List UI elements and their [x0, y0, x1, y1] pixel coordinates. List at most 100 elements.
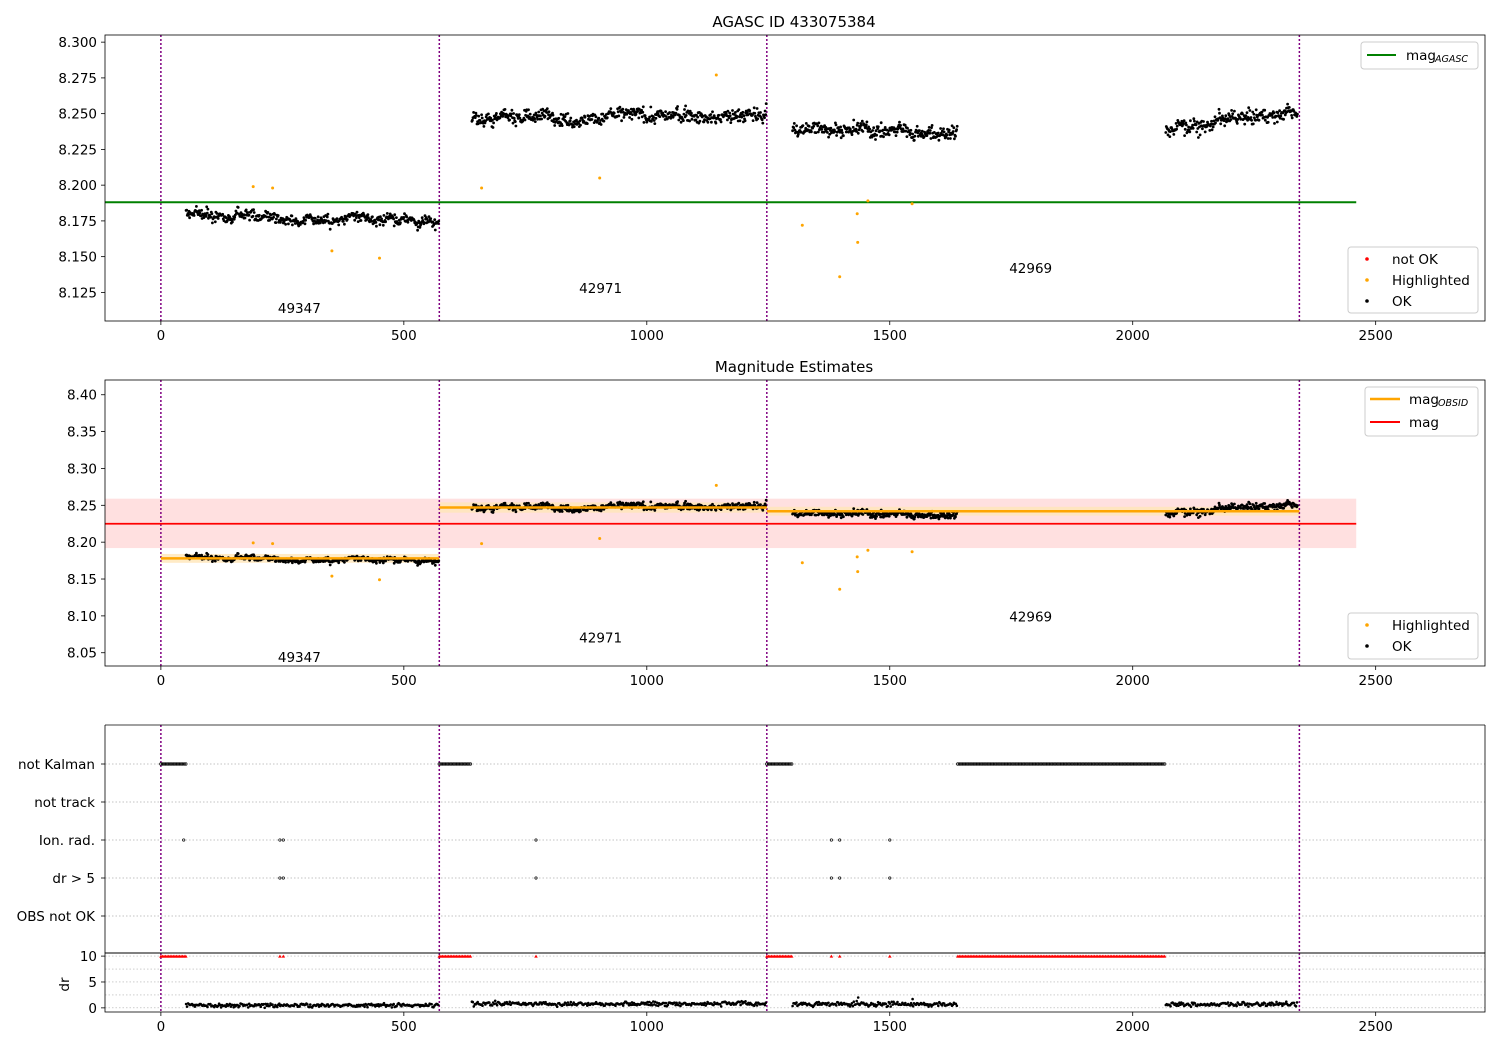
flag-marker	[974, 762, 979, 766]
dr-point	[744, 1000, 747, 1003]
ok-point	[913, 134, 917, 138]
highlighted-point	[330, 574, 334, 578]
ok-point	[640, 115, 644, 119]
ok-point	[1236, 118, 1240, 121]
dr-point	[392, 1002, 396, 1006]
ok-point	[856, 121, 860, 125]
flag-marker	[165, 762, 169, 766]
ok-point	[205, 211, 209, 215]
ok-point	[381, 223, 385, 227]
flag-marker	[464, 762, 468, 766]
ok-point	[726, 109, 730, 113]
ok-point	[804, 122, 808, 125]
flag-marker	[171, 762, 175, 766]
x-tick-label: 1500	[873, 673, 907, 689]
flag-marker	[1019, 762, 1024, 766]
ok-point	[1263, 108, 1267, 112]
highlighted-point	[378, 256, 381, 260]
dr-point	[942, 1002, 946, 1005]
flag-marker	[1012, 762, 1016, 766]
flag-marker	[1060, 762, 1064, 766]
highlighted-point	[838, 275, 842, 279]
dr-point	[815, 1001, 819, 1004]
dr-point	[889, 1005, 892, 1008]
ok-point	[912, 138, 916, 142]
ok-point	[425, 217, 429, 221]
plot-background	[105, 35, 1485, 321]
flag-marker	[1026, 762, 1030, 766]
flag-marker	[768, 762, 772, 766]
ok-point	[257, 213, 261, 217]
flag-marker	[981, 762, 985, 766]
ok-point	[543, 114, 547, 118]
ok-point	[226, 218, 230, 221]
ok-point	[551, 113, 555, 117]
ok-point	[1198, 133, 1202, 137]
ok-point	[710, 120, 713, 124]
ok-point	[287, 222, 290, 226]
ok-point	[1286, 102, 1289, 106]
ok-point	[682, 119, 685, 122]
ok-point	[335, 217, 339, 221]
ok-point	[236, 552, 240, 555]
ok-point	[547, 503, 551, 506]
flag-marker	[1024, 762, 1028, 766]
flag-marker	[838, 876, 842, 880]
ok-point	[355, 216, 358, 220]
ok-point	[359, 219, 363, 222]
flag-marker	[1142, 762, 1147, 766]
ok-point	[703, 118, 706, 121]
flag-marker	[765, 762, 769, 766]
ok-point	[714, 121, 718, 125]
obsid-label: 42969	[1009, 261, 1052, 277]
ok-point	[698, 119, 702, 123]
ok-point	[899, 124, 902, 127]
ok-point	[328, 227, 332, 231]
flag-marker	[1041, 762, 1045, 766]
ok-point	[887, 133, 891, 137]
ok-point	[559, 112, 563, 116]
ok-point	[210, 212, 214, 216]
ok-point	[731, 109, 734, 112]
flag-marker	[451, 762, 455, 766]
flags-panel: not Kalman not track Ion. rad. dr > 5 OBS no…	[17, 724, 1486, 953]
dr-point	[1189, 1005, 1193, 1009]
ok-point	[867, 125, 870, 129]
ok-point	[185, 208, 189, 212]
ok-point	[601, 112, 605, 116]
y-tick-label: 8.15	[67, 572, 97, 588]
ok-point	[1290, 116, 1294, 120]
ok-point	[658, 115, 662, 118]
flag-marker	[1089, 762, 1094, 766]
flag-marker	[1147, 762, 1151, 766]
ok-point	[764, 113, 768, 117]
ok-point	[533, 117, 537, 121]
dr-point	[891, 1003, 894, 1006]
capped-marker	[837, 954, 842, 958]
ok-point	[763, 109, 767, 113]
dr-point	[224, 1005, 228, 1008]
flag-marker	[959, 762, 963, 766]
ok-point	[512, 112, 515, 115]
ok-point	[799, 130, 803, 134]
ok-point	[511, 121, 515, 125]
x-tick-label: 1500	[873, 1019, 907, 1035]
flag-marker	[970, 762, 974, 766]
flag-marker	[168, 762, 172, 766]
ok-point	[913, 515, 917, 519]
ok-point	[912, 517, 916, 521]
legend-label: OK	[1392, 294, 1413, 310]
ok-point	[896, 127, 900, 131]
flag-marker	[790, 762, 794, 766]
y-tick-label: 8.225	[58, 142, 97, 158]
dr-point	[847, 1003, 851, 1006]
ok-point	[1241, 112, 1244, 116]
y-tick-label: 8.275	[58, 71, 97, 87]
ok-point	[764, 102, 768, 105]
ok-point	[874, 129, 878, 133]
ok-point	[1211, 125, 1215, 129]
highlighted-point	[856, 570, 860, 574]
ok-point	[1189, 507, 1192, 511]
y-tick-label: 0	[88, 1001, 97, 1017]
